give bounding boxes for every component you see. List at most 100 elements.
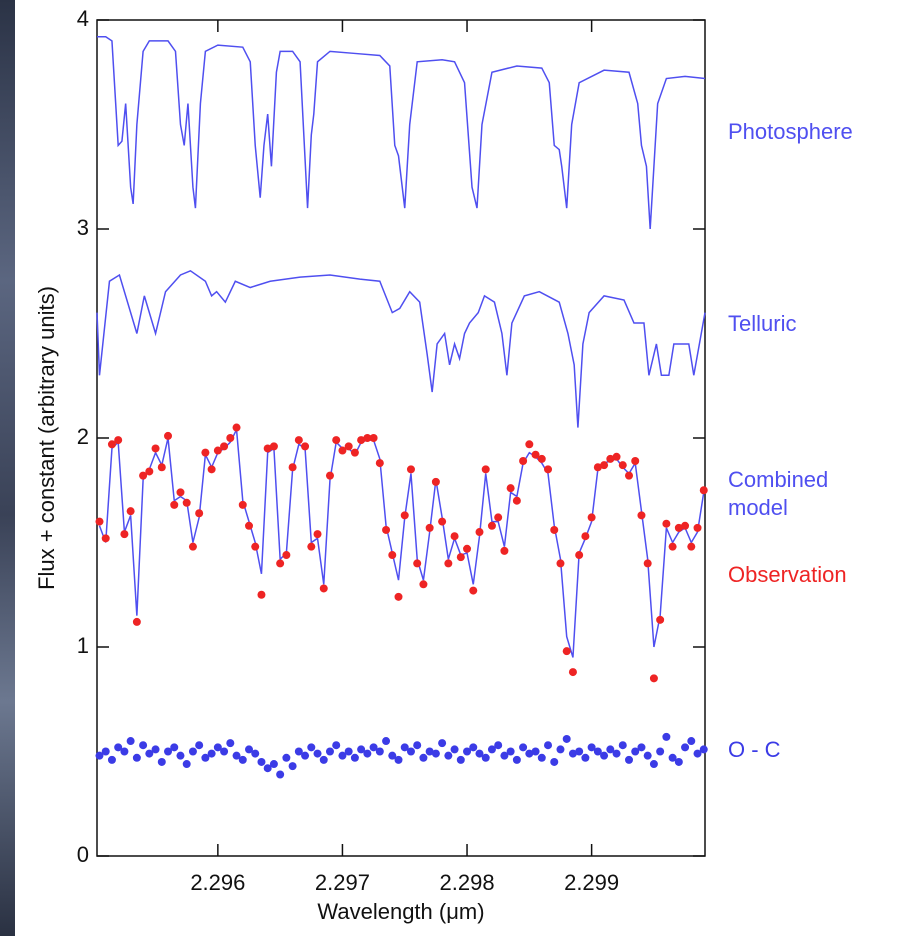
- data-point: [257, 757, 266, 766]
- data-point: [338, 751, 347, 760]
- data-point: [188, 542, 197, 551]
- data-point: [519, 743, 528, 752]
- data-point: [213, 446, 222, 455]
- data-point: [656, 747, 665, 756]
- data-point: [481, 753, 490, 762]
- data-point: [500, 751, 509, 760]
- background-image: [0, 0, 15, 936]
- data-point: [332, 741, 341, 750]
- y-tick-label: 0: [77, 842, 89, 867]
- data-point: [512, 496, 521, 505]
- data-point: [444, 751, 453, 760]
- data-point: [276, 770, 285, 779]
- data-point: [544, 465, 553, 474]
- data-point: [245, 521, 253, 530]
- x-tick-label: 2.298: [440, 870, 495, 895]
- data-point: [369, 743, 378, 752]
- series-line: [98, 426, 705, 658]
- data-point: [126, 737, 135, 746]
- data-point: [494, 741, 503, 750]
- data-point: [338, 446, 347, 455]
- data-point: [182, 760, 191, 769]
- data-point: [450, 532, 459, 541]
- data-point: [568, 749, 577, 758]
- data-point: [232, 751, 241, 760]
- data-point: [213, 743, 222, 752]
- data-point: [263, 764, 272, 773]
- data-point: [294, 436, 303, 445]
- x-axis-title: Wavelength (μm): [317, 899, 484, 924]
- data-point: [126, 507, 135, 516]
- data-point: [438, 739, 447, 748]
- data-point: [357, 436, 366, 445]
- y-tick-label: 2: [77, 424, 89, 449]
- data-point: [593, 463, 602, 472]
- data-point: [494, 513, 503, 522]
- data-point: [319, 584, 328, 593]
- data-point: [276, 559, 285, 568]
- data-point: [668, 753, 677, 762]
- data-point: [132, 753, 141, 762]
- data-point: [699, 486, 708, 495]
- data-point: [606, 745, 615, 754]
- y-tick-label: 4: [77, 6, 89, 31]
- data-point: [344, 442, 353, 451]
- data-point: [512, 755, 521, 764]
- data-point: [269, 760, 278, 769]
- data-point: [438, 517, 447, 526]
- data-point: [232, 423, 241, 432]
- data-point: [425, 747, 434, 756]
- data-point: [95, 517, 104, 526]
- data-point: [631, 747, 640, 756]
- data-point: [114, 436, 123, 445]
- data-point: [600, 461, 609, 470]
- data-point: [151, 745, 160, 754]
- data-point: [151, 444, 160, 453]
- data-point: [506, 747, 515, 756]
- data-point: [195, 509, 204, 518]
- data-point: [400, 511, 409, 520]
- data-point: [643, 559, 652, 568]
- data-point: [600, 751, 609, 760]
- data-point: [188, 747, 197, 756]
- data-point: [406, 747, 415, 756]
- data-point: [226, 739, 235, 748]
- data-point: [313, 749, 322, 758]
- data-point: [238, 755, 247, 764]
- data-point: [288, 762, 297, 771]
- data-point: [687, 542, 696, 551]
- data-point: [294, 747, 303, 756]
- data-point: [263, 444, 272, 453]
- data-point: [575, 551, 584, 560]
- data-point: [301, 751, 310, 760]
- data-point: [363, 749, 372, 758]
- data-point: [413, 741, 422, 750]
- series-label: O - C: [728, 737, 781, 762]
- data-point: [681, 743, 690, 752]
- data-point: [487, 745, 496, 754]
- data-point: [550, 525, 559, 534]
- data-point: [220, 747, 229, 756]
- data-point: [681, 521, 690, 530]
- data-point: [170, 743, 179, 752]
- data-point: [101, 747, 110, 756]
- data-point: [550, 757, 559, 766]
- data-point: [637, 511, 646, 520]
- data-point: [612, 452, 621, 461]
- data-point: [344, 747, 353, 756]
- data-point: [456, 553, 465, 562]
- data-point: [201, 448, 210, 457]
- data-point: [164, 431, 173, 440]
- data-point: [481, 465, 490, 474]
- data-point: [537, 454, 546, 463]
- data-point: [282, 753, 291, 762]
- data-point: [662, 732, 671, 741]
- data-point: [107, 755, 116, 764]
- data-point: [618, 461, 627, 470]
- y-axis-title: Flux + constant (arbitrary units): [34, 286, 59, 590]
- data-point: [431, 749, 440, 758]
- data-point: [593, 747, 602, 756]
- data-point: [618, 741, 627, 750]
- data-point: [120, 747, 129, 756]
